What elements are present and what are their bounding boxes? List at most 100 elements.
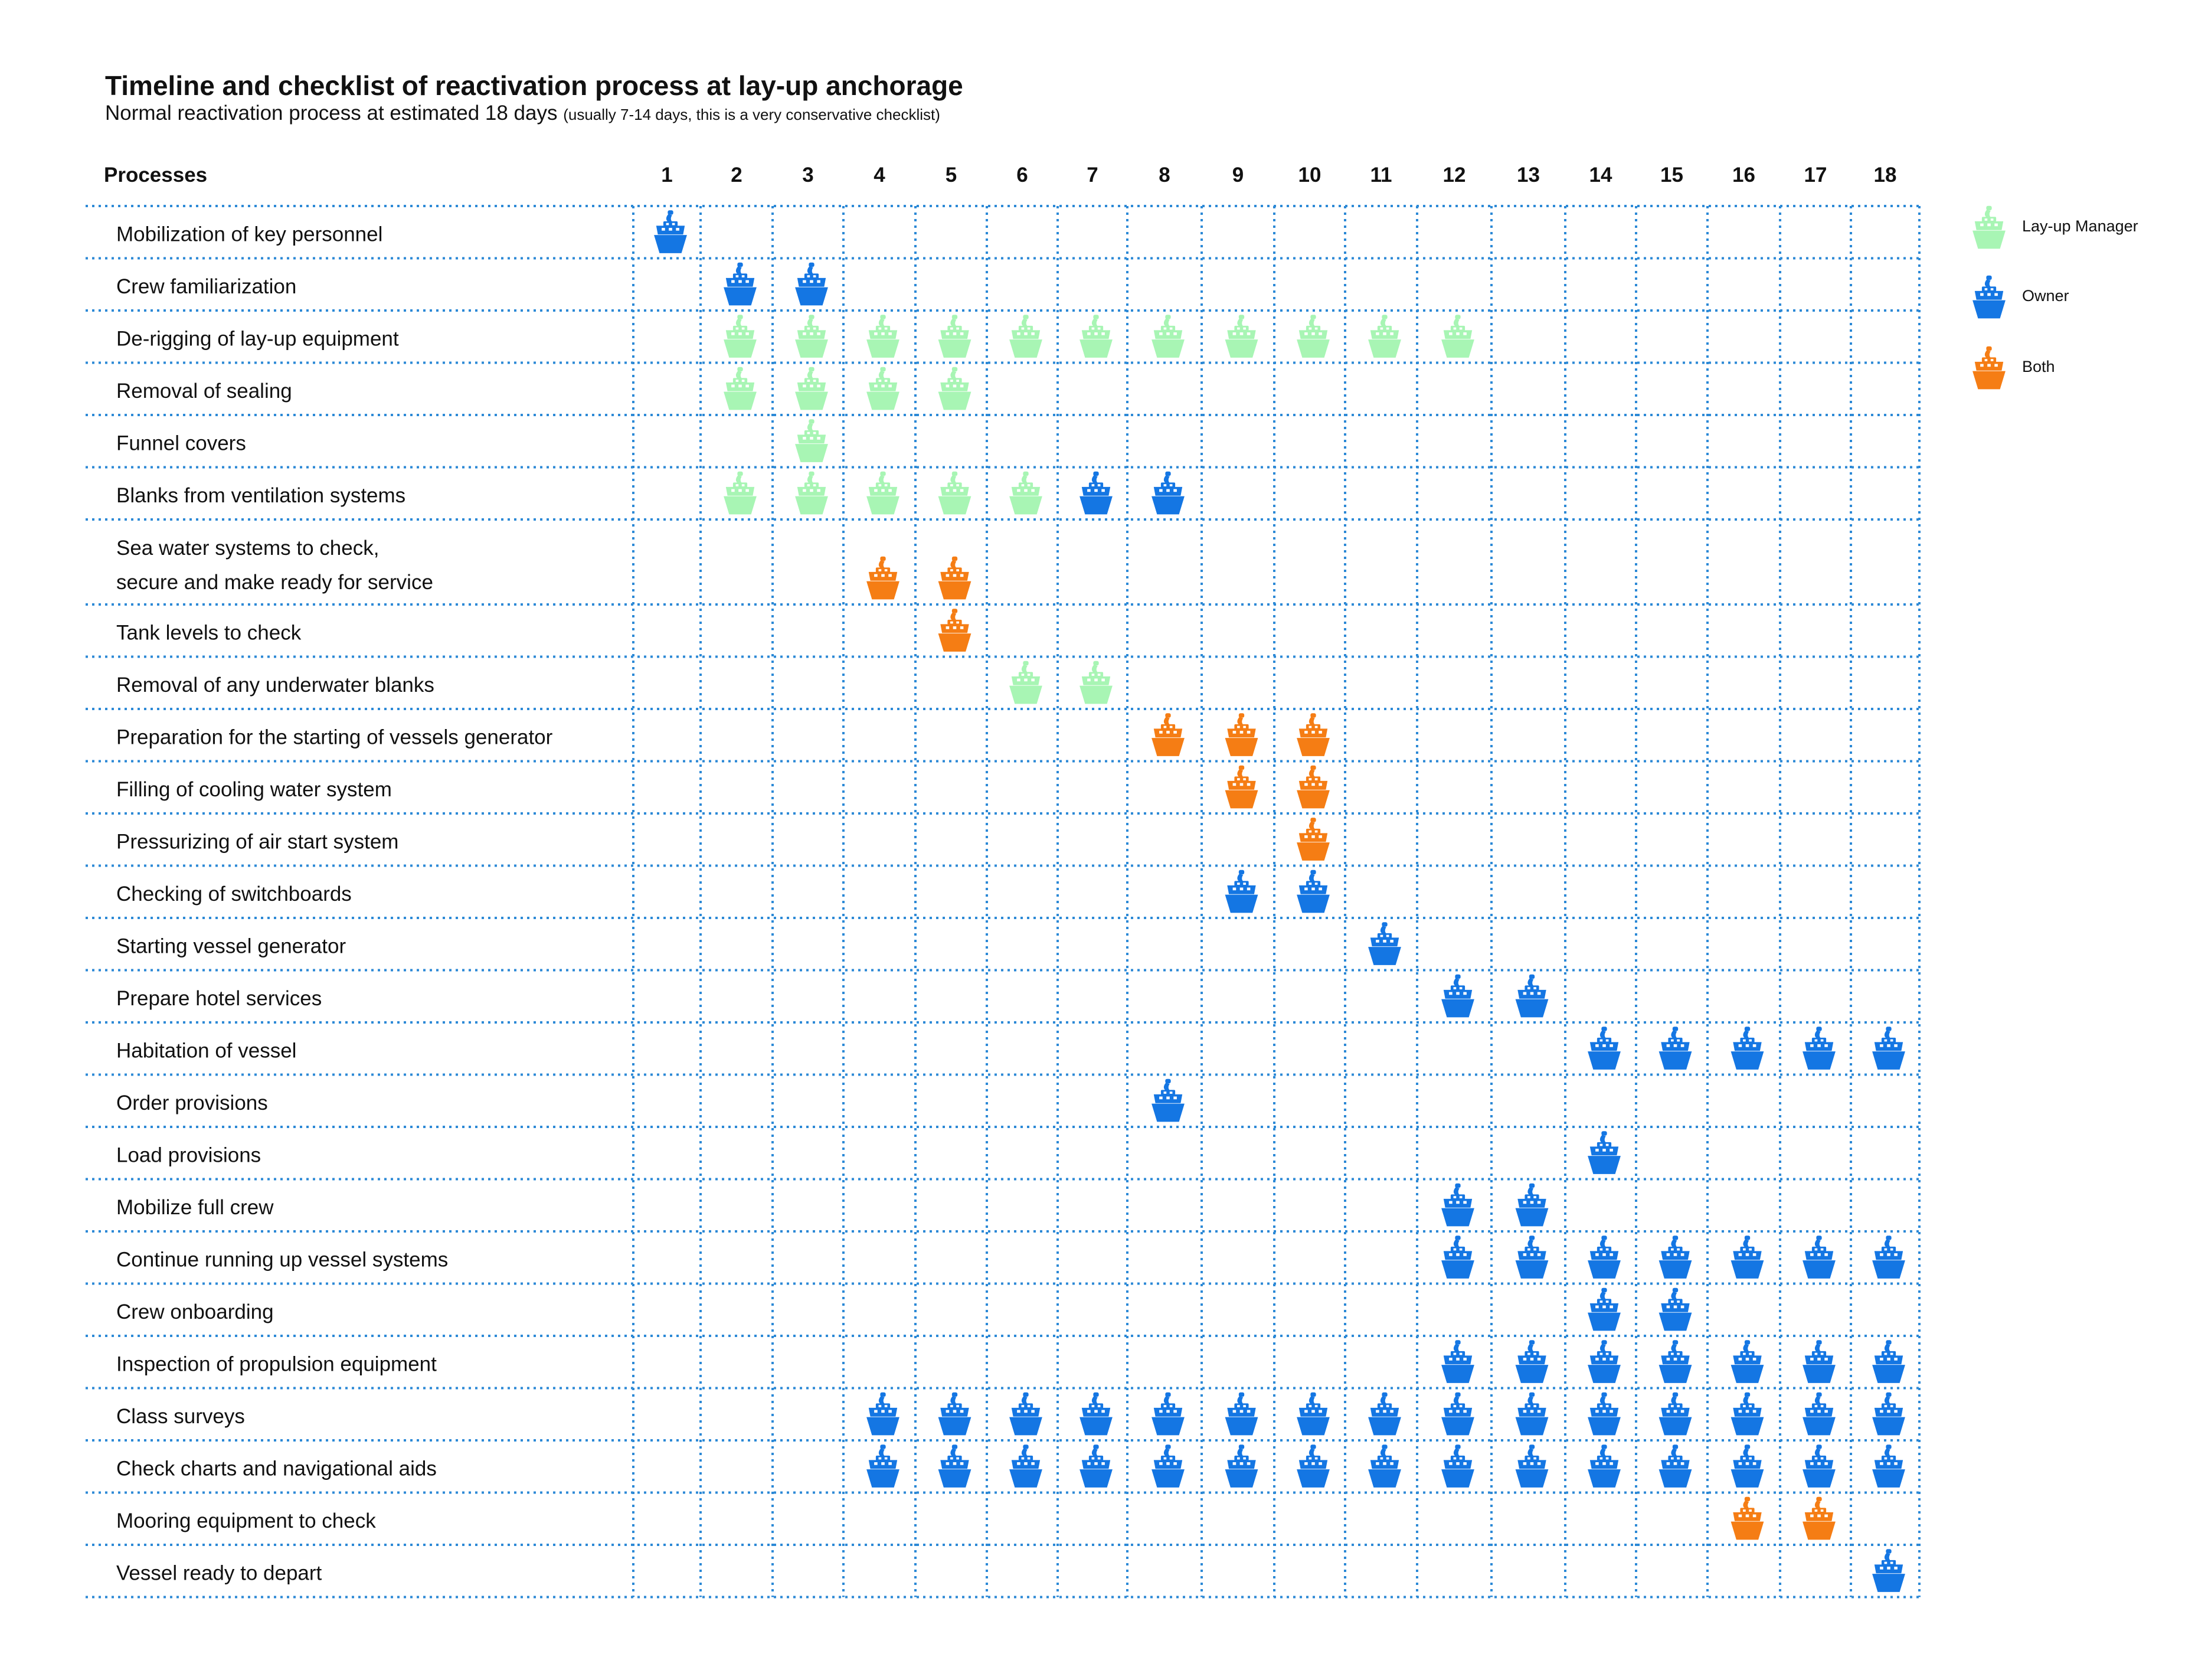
ship-icon-owner <box>1297 1444 1330 1488</box>
ship-icon-owner <box>1152 1078 1185 1122</box>
table-row: Inspection of propulsion equipment <box>116 1340 1905 1383</box>
ship-icon-manager <box>866 315 899 358</box>
subtitle-note: (usually 7-14 days, this is a very conse… <box>563 106 940 123</box>
day-header: 2 <box>731 164 742 187</box>
legend-label: Lay-up Manager <box>2022 217 2138 235</box>
ship-icon-owner <box>1515 1340 1549 1383</box>
table-row: Vessel ready to depart <box>116 1549 1905 1592</box>
ship-icon-manager <box>1225 315 1258 358</box>
ship-icon-owner <box>1803 1444 1836 1488</box>
ship-icon-owner <box>1731 1444 1764 1488</box>
day-header: 1 <box>661 164 672 187</box>
ship-icon-both <box>1297 818 1330 861</box>
process-label: Sea water systems to check, <box>116 537 379 560</box>
ship-icon-both <box>1297 765 1330 809</box>
process-label: Check charts and navigational aids <box>116 1457 437 1480</box>
ship-icon-owner <box>1441 1236 1474 1279</box>
day-header: 12 <box>1443 164 1466 187</box>
ship-icon-owner <box>1515 1236 1549 1279</box>
ship-icon-owner <box>1152 471 1185 515</box>
process-label: Habitation of vessel <box>116 1040 296 1063</box>
ship-icon-manager <box>938 471 971 515</box>
ship-icon-manager <box>1009 471 1042 515</box>
ship-icon-manager <box>795 471 828 515</box>
process-label: Filling of cooling water system <box>116 778 392 801</box>
ship-icon-owner <box>1731 1340 1764 1383</box>
ship-icon-manager <box>1009 661 1042 704</box>
ship-icon-owner <box>1658 1287 1692 1331</box>
day-header: 8 <box>1159 164 1170 187</box>
process-label: Prepare hotel services <box>116 987 322 1010</box>
ship-icon-owner <box>1079 1444 1113 1488</box>
process-label: Starting vessel generator <box>116 935 346 958</box>
ship-icon-owner <box>1803 1027 1836 1070</box>
ship-icon-owner <box>938 1444 971 1488</box>
ship-icon-owner <box>1441 1444 1474 1488</box>
ship-icon-both <box>1803 1496 1836 1540</box>
ship-icon-owner <box>1588 1131 1621 1174</box>
ship-icon-owner <box>1368 1392 1401 1436</box>
process-label: Removal of sealing <box>116 380 292 403</box>
table-row: Removal of any underwater blanks <box>116 661 1113 704</box>
legend-label: Owner <box>2022 287 2069 305</box>
ship-icon-both <box>938 609 971 652</box>
ship-icon-manager <box>724 315 757 358</box>
ship-icon-owner <box>1803 1392 1836 1436</box>
ship-icon-manager <box>1297 315 1330 358</box>
table-row: Removal of sealing <box>116 367 971 410</box>
ship-icon-owner <box>1368 922 1401 965</box>
ship-icon-owner <box>1079 1392 1113 1436</box>
page-title: Timeline and checklist of reactivation p… <box>105 70 963 101</box>
ship-icon-owner <box>1588 1340 1621 1383</box>
ship-icon-manager <box>795 367 828 410</box>
process-label: Mobilize full crew <box>116 1196 274 1219</box>
day-header: 16 <box>1732 164 1755 187</box>
day-header: 5 <box>946 164 957 187</box>
process-label: Preparation for the starting of vessels … <box>116 726 553 749</box>
ship-icon-owner <box>1588 1027 1621 1070</box>
process-label: Removal of any underwater blanks <box>116 674 434 697</box>
process-label: Funnel covers <box>116 432 246 455</box>
ship-icon <box>1972 346 2006 390</box>
ship-icon-owner <box>1588 1236 1621 1279</box>
day-header: 6 <box>1016 164 1028 187</box>
ship-icon-owner <box>1872 1340 1905 1383</box>
ship-icon-both <box>1225 713 1258 756</box>
ship-icon-owner <box>1515 1183 1549 1227</box>
process-label: Blanks from ventilation systems <box>116 484 405 507</box>
process-label: Mobilization of key personnel <box>116 223 382 246</box>
ship-icon-both <box>1297 713 1330 756</box>
day-header: 15 <box>1660 164 1683 187</box>
legend-item-lay-up-manager: Lay-up Manager <box>1965 205 2160 250</box>
ship-icon-owner <box>1658 1236 1692 1279</box>
ship-icon-owner <box>1225 870 1258 913</box>
process-label: Pressurizing of air start system <box>116 831 398 854</box>
ship-icon-owner <box>795 262 828 306</box>
table-row: Filling of cooling water system <box>116 765 1330 809</box>
ship-icon-manager <box>1368 315 1401 358</box>
ship-icon-owner <box>1588 1287 1621 1331</box>
ship-icon-both <box>938 556 971 600</box>
ship-icon-manager <box>866 471 899 515</box>
table-row: Blanks from ventilation systems <box>116 471 1185 515</box>
ship-icon-owner <box>1731 1236 1764 1279</box>
ship-icon-owner <box>1872 1444 1905 1488</box>
table-row: Crew onboarding <box>116 1287 1692 1331</box>
table-row: Crew familiarization <box>116 262 828 306</box>
day-header: 11 <box>1370 164 1392 187</box>
ship-icon-manager <box>795 419 828 462</box>
ship-icon-owner <box>866 1392 899 1436</box>
ship-icon-owner <box>1803 1236 1836 1279</box>
process-label: Inspection of propulsion equipment <box>116 1353 437 1376</box>
day-header: 3 <box>802 164 813 187</box>
ship-icon-owner <box>1731 1027 1764 1070</box>
ship-icon-owner <box>1872 1549 1905 1592</box>
table-row: Pressurizing of air start system <box>116 818 1330 861</box>
process-label: Order provisions <box>116 1091 268 1114</box>
ship-icon-owner <box>654 210 687 253</box>
legend-item-owner: Owner <box>1965 275 2160 320</box>
process-label: Crew onboarding <box>116 1300 274 1323</box>
ship-icon-owner <box>1658 1392 1692 1436</box>
subtitle-main: Normal reactivation process at estimated… <box>105 102 558 125</box>
